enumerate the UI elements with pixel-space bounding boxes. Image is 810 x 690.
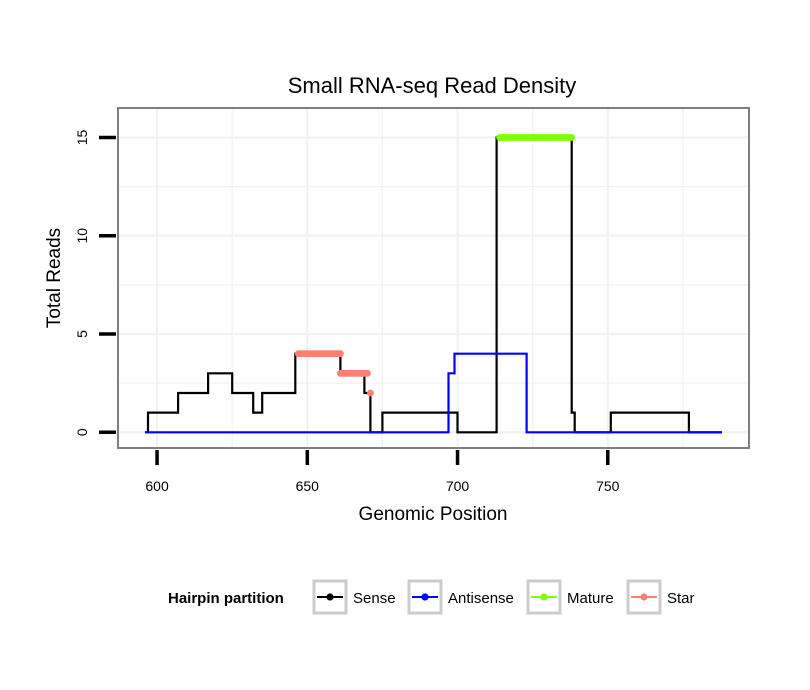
legend-label-mature: Mature <box>567 590 614 607</box>
legend-label-sense: Sense <box>353 590 396 607</box>
series-star-point <box>364 369 371 377</box>
x-tick-label: 600 <box>145 478 169 494</box>
y-tick-label: 0 <box>74 428 90 436</box>
legend-label-antisense: Antisense <box>448 590 514 607</box>
legend-label-star: Star <box>667 590 695 607</box>
y-tick-label: 5 <box>74 330 90 338</box>
series-star-point <box>337 350 344 358</box>
y-tick-label: 10 <box>74 228 90 244</box>
series-mature-point <box>568 134 576 141</box>
plot-border <box>117 107 750 449</box>
x-axis: 600 650 700 750 <box>145 450 620 494</box>
y-axis-title: Total Reads <box>44 228 65 328</box>
legend: Hairpin partition Sense Antisense Mature St… <box>168 579 695 615</box>
x-tick-label: 750 <box>596 478 620 494</box>
plot-background <box>118 108 749 448</box>
series-antisense-line <box>145 352 722 434</box>
legend-key-antisense-point <box>421 593 429 601</box>
x-tick-label: 700 <box>446 478 470 494</box>
y-tick-label: 15 <box>74 129 90 145</box>
legend-key-sense-point <box>326 593 334 601</box>
series-star-point <box>367 389 374 397</box>
x-tick-label: 650 <box>296 478 320 494</box>
chart-title: Small RNA-seq Read Density <box>288 73 577 98</box>
legend-key-mature-point <box>540 593 548 601</box>
series-layer <box>145 134 722 434</box>
legend-key-star-point <box>640 593 648 601</box>
y-axis: 0 5 10 15 <box>74 129 116 436</box>
x-axis-title: Genomic Position <box>359 504 508 525</box>
legend-title: Hairpin partition <box>168 590 284 607</box>
